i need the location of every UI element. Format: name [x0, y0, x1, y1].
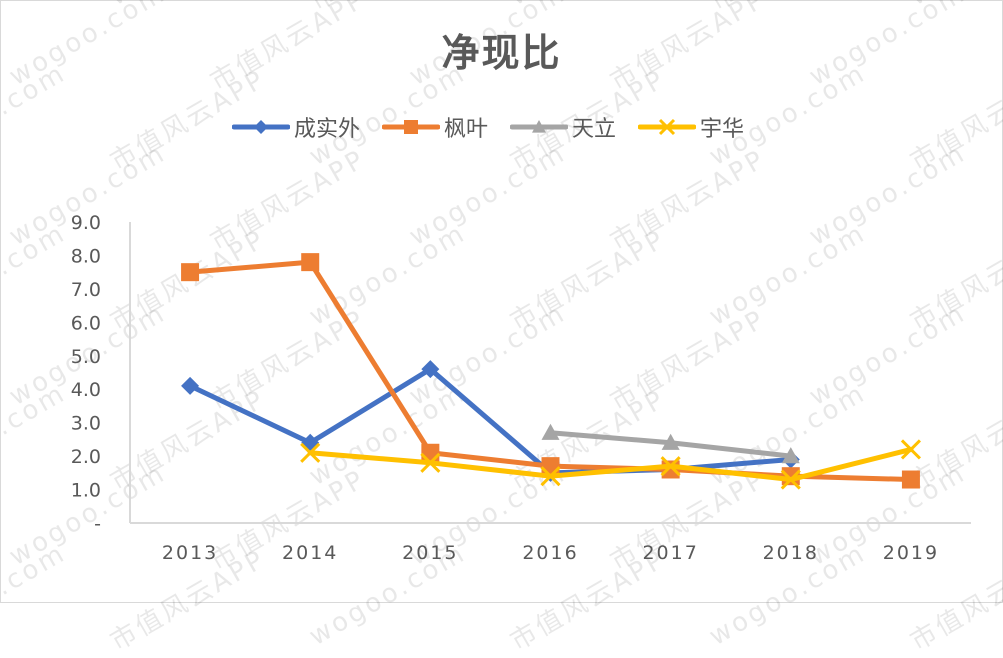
x-marker-icon: [300, 442, 321, 463]
legend-label: 天立: [572, 117, 617, 142]
triangle-marker-icon: [661, 433, 680, 450]
square-marker-icon: [181, 263, 200, 282]
y-tick-label: 8.0: [71, 245, 101, 267]
y-tick-label: 9.0: [71, 212, 101, 234]
series-line: [307, 446, 914, 483]
legend-item-2[interactable]: 天立: [510, 111, 616, 143]
chart-frame: [0, 0, 1003, 603]
diamond-marker-icon: [254, 120, 268, 134]
x-marker-icon: [658, 118, 676, 136]
legend-item-3[interactable]: 宇华: [638, 111, 744, 143]
legend-item-0[interactable]: 成实外: [232, 111, 360, 143]
series-1[interactable]: [181, 253, 920, 489]
y-tick-label: 1.0: [71, 480, 101, 502]
x-tick-label: 2015: [402, 542, 458, 564]
series-3[interactable]: [300, 439, 921, 490]
x-marker-icon: [660, 456, 681, 477]
y-tick-label: 5.0: [71, 346, 101, 368]
x-marker-icon: [540, 466, 561, 487]
x-marker-icon: [780, 469, 801, 490]
x-tick-label: 2014: [282, 542, 338, 564]
y-tick-label: 7.0: [71, 279, 101, 301]
x-tick-label: 2017: [642, 542, 698, 564]
plot-area: - 1.0 2.0 3.0 4.0 5.0 6.0 7.0 8.0 9.0 2013 2014 2015…: [71, 212, 971, 564]
x-tick-label: 2019: [883, 542, 939, 564]
triangle-marker-icon: [781, 447, 800, 464]
x-tick-label: 2016: [522, 542, 578, 564]
square-marker-icon: [301, 253, 320, 272]
y-tick-label: 6.0: [71, 312, 101, 334]
y-tick-label: 3.0: [71, 413, 101, 435]
square-marker-icon: [421, 443, 440, 462]
diamond-marker-icon: [181, 376, 200, 395]
y-tick-label: -: [94, 513, 101, 535]
square-marker-icon: [661, 460, 680, 479]
triangle-marker-icon: [541, 423, 560, 440]
y-tick-label: 4.0: [71, 379, 101, 401]
chart-legend: 成实外 枫叶 天立 宇华: [232, 110, 744, 144]
legend-label: 枫叶: [444, 117, 489, 142]
square-marker-icon: [541, 457, 560, 476]
square-marker-icon: [404, 120, 419, 134]
square-marker-icon: [901, 470, 920, 489]
series-0[interactable]: [181, 360, 800, 482]
legend-item-1[interactable]: 枫叶: [382, 111, 488, 143]
x-tick-label: 2018: [763, 542, 819, 564]
x-tick-label: 2013: [162, 542, 218, 564]
series-line: [187, 259, 914, 483]
y-tick-label: 2.0: [71, 446, 101, 468]
legend-label: 成实外: [294, 117, 361, 142]
legend-label: 宇华: [700, 117, 745, 142]
triangle-marker-icon: [532, 120, 547, 133]
triangle-legend-icon: [510, 120, 569, 133]
square-legend-icon: [382, 120, 441, 134]
chart-title: 净现比: [441, 31, 562, 75]
diamond-marker-icon: [421, 360, 440, 379]
series-2[interactable]: [541, 423, 800, 464]
x-marker-icon: [420, 452, 441, 473]
x-marker-icon: [900, 439, 921, 460]
diamond-legend-icon: [232, 120, 290, 134]
x-legend-icon: [638, 118, 697, 136]
